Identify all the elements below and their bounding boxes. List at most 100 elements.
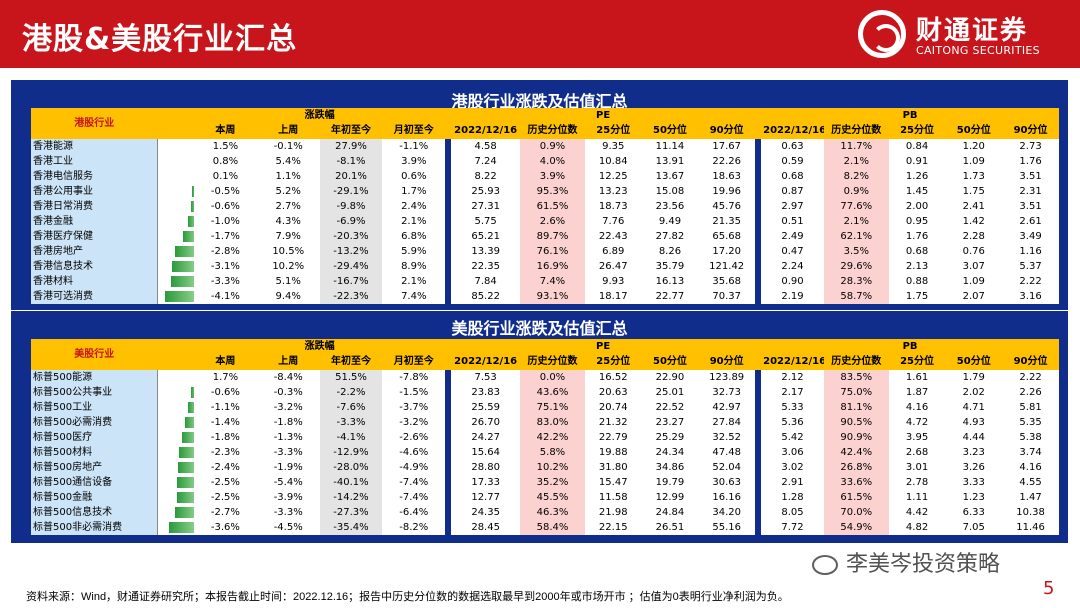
data-cell: 3.9% bbox=[520, 169, 585, 184]
data-cell: 2.61 bbox=[1019, 215, 1042, 227]
divider bbox=[755, 415, 762, 430]
data-cell: -2.3% bbox=[210, 446, 240, 458]
data-cell: 35.68 bbox=[712, 275, 741, 287]
data-cell: -8.2% bbox=[399, 521, 429, 533]
data-cell: 20.63 bbox=[598, 386, 628, 398]
data-cell: -1.3% bbox=[273, 431, 303, 443]
data-cell: 4.82 bbox=[905, 521, 929, 533]
data-cell: 61.5% bbox=[823, 490, 889, 505]
data-cell: 35.79 bbox=[655, 260, 685, 272]
week-change-bar bbox=[178, 462, 195, 473]
data-cell: 9.49 bbox=[658, 215, 682, 227]
week-change-bar bbox=[191, 387, 195, 398]
data-cell: 75.1% bbox=[520, 400, 585, 415]
industry-name: 香港能源 bbox=[31, 139, 158, 154]
industry-name: 标普500材料 bbox=[31, 445, 158, 460]
data-cell: -3.7% bbox=[399, 401, 429, 413]
data-cell: 8.05 bbox=[781, 506, 804, 518]
divider bbox=[445, 274, 452, 289]
data-cell: 1.75 bbox=[905, 290, 929, 302]
week-change-bar-cell bbox=[157, 460, 195, 475]
data-cell: 83.0% bbox=[520, 415, 585, 430]
data-cell: 0.87 bbox=[781, 185, 804, 197]
table-row: 香港工业 0.8% 5.4% -8.1% 3.9% 7.24 4.0% 10.84 13.91 2… bbox=[31, 154, 1059, 169]
data-cell: 22.15 bbox=[598, 521, 628, 533]
table-row: 标普500金融 -2.5% -3.9% -14.2% -7.4% 12.77 45.5% 11… bbox=[31, 490, 1059, 505]
divider bbox=[755, 339, 762, 370]
industry-name: 香港日常消费 bbox=[31, 199, 158, 214]
data-cell: 16.16 bbox=[712, 491, 741, 503]
data-cell: 12.25 bbox=[598, 170, 628, 182]
divider bbox=[445, 169, 452, 184]
column-header: 本周 bbox=[194, 123, 257, 139]
data-cell: 2.24 bbox=[781, 260, 804, 272]
column-header: 2022/12/16 bbox=[761, 354, 824, 370]
data-cell: 0.68 bbox=[905, 245, 929, 257]
data-cell: -6.4% bbox=[399, 506, 429, 518]
data-cell: 4.42 bbox=[905, 506, 929, 518]
table-row: 香港金融 -1.0% 4.3% -6.9% 2.1% 5.75 2.6% 7.76 9.49 21… bbox=[31, 214, 1059, 229]
table-row: 标普500公共事业 -0.6% -0.3% -2.2% -1.5% 23.83 43.6% 2… bbox=[31, 385, 1059, 400]
data-cell: 24.27 bbox=[471, 431, 500, 443]
divider bbox=[755, 199, 762, 214]
data-cell: 21.35 bbox=[712, 215, 741, 227]
data-cell: 0.0% bbox=[520, 370, 585, 385]
data-cell: 5.37 bbox=[1019, 260, 1042, 272]
divider bbox=[445, 259, 452, 274]
week-change-bar bbox=[185, 417, 195, 428]
data-cell: -0.6% bbox=[210, 386, 240, 398]
data-cell: 2.13 bbox=[905, 260, 929, 272]
data-cell: -0.6% bbox=[210, 200, 240, 212]
data-cell: 1.09 bbox=[962, 275, 985, 287]
data-cell: -1.1% bbox=[210, 401, 240, 413]
data-cell: 15.64 bbox=[471, 446, 500, 458]
week-change-bar bbox=[175, 246, 195, 257]
data-cell: 24.35 bbox=[471, 506, 500, 518]
data-cell: 90.9% bbox=[823, 430, 889, 445]
data-cell: 52.04 bbox=[712, 461, 741, 473]
data-cell: 4.16 bbox=[1019, 461, 1042, 473]
data-cell: 2.07 bbox=[962, 290, 985, 302]
data-cell: 3.5% bbox=[823, 244, 889, 259]
divider bbox=[445, 184, 452, 199]
data-cell: -1.7% bbox=[210, 230, 240, 242]
week-change-bar bbox=[179, 447, 195, 458]
divider bbox=[755, 475, 762, 490]
data-cell: -4.1% bbox=[210, 290, 240, 302]
data-cell: 1.26 bbox=[905, 170, 929, 182]
table-row: 香港公用事业 -0.5% 5.2% -29.1% 1.7% 25.93 95.3% 13.23… bbox=[31, 184, 1059, 199]
data-cell: 42.4% bbox=[823, 445, 889, 460]
divider bbox=[445, 370, 452, 385]
data-cell: 5.75 bbox=[474, 215, 497, 227]
data-cell: 25.01 bbox=[655, 386, 685, 398]
data-cell: 2.19 bbox=[781, 290, 804, 302]
data-cell: 10.38 bbox=[1016, 506, 1045, 518]
divider bbox=[755, 154, 762, 169]
data-cell: 5.35 bbox=[1019, 416, 1042, 428]
data-cell: 9.4% bbox=[275, 290, 301, 302]
data-cell: 1.28 bbox=[781, 491, 804, 503]
data-cell: 2.00 bbox=[905, 200, 929, 212]
week-change-bar bbox=[175, 507, 195, 518]
data-cell: 7.53 bbox=[474, 371, 497, 383]
week-change-bar bbox=[177, 492, 195, 503]
data-cell: -29.4% bbox=[319, 259, 383, 274]
data-cell: -6.9% bbox=[319, 214, 383, 229]
data-cell: 2.1% bbox=[401, 275, 427, 287]
week-change-bar-cell bbox=[157, 370, 195, 385]
data-cell: 2.1% bbox=[823, 154, 889, 169]
data-cell: 11.46 bbox=[1016, 521, 1045, 533]
data-cell: 5.2% bbox=[275, 185, 301, 197]
data-cell: 4.93 bbox=[962, 416, 985, 428]
data-cell: 22.90 bbox=[655, 371, 685, 383]
data-cell: -2.5% bbox=[210, 476, 240, 488]
logo-text-en: CAITONG SECURITIES bbox=[916, 44, 1040, 57]
industry-name: 标普500工业 bbox=[31, 400, 158, 415]
table-row: 标普500通信设备 -2.5% -5.4% -40.1% -7.4% 17.33 35.2%… bbox=[31, 475, 1059, 490]
industry-name: 标普500公共事业 bbox=[31, 385, 158, 400]
data-cell: 17.67 bbox=[712, 140, 741, 152]
divider bbox=[445, 339, 452, 370]
data-cell: 16.13 bbox=[655, 275, 685, 287]
table-row: 标普500能源 1.7% -8.4% 51.5% -7.8% 7.53 0.0% 16.52 2… bbox=[31, 370, 1059, 385]
bar-header bbox=[157, 108, 195, 139]
